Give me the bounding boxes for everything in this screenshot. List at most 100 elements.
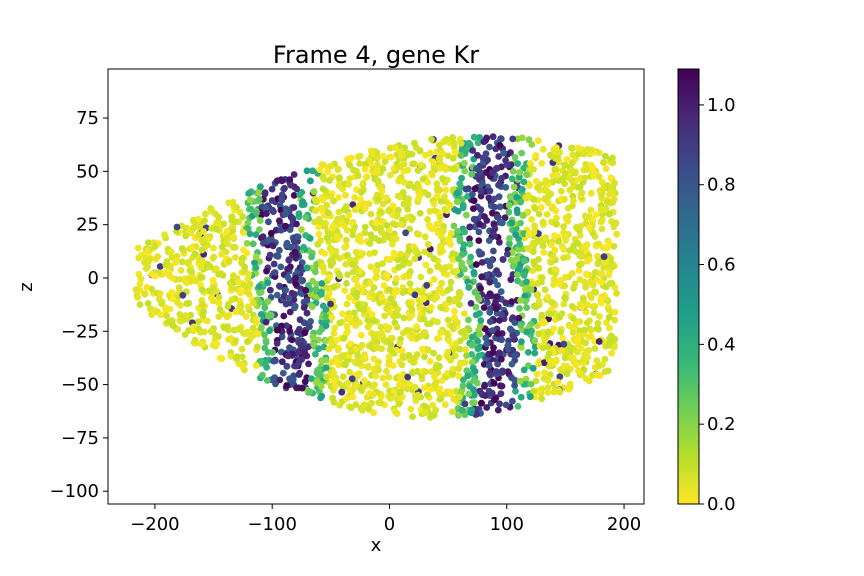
data-point (322, 373, 330, 381)
data-point (367, 263, 375, 271)
data-point (255, 196, 263, 203)
data-point (515, 245, 523, 253)
data-point (538, 274, 546, 281)
data-point (328, 339, 335, 347)
data-point (367, 279, 374, 287)
data-point (540, 249, 548, 256)
data-point (526, 182, 533, 190)
data-point (286, 344, 293, 352)
data-point (497, 135, 505, 143)
data-point (561, 294, 568, 302)
data-point (327, 300, 334, 308)
data-point (257, 311, 265, 318)
data-point (257, 288, 265, 296)
data-point (561, 362, 568, 370)
data-point (583, 165, 591, 173)
data-point (382, 194, 390, 202)
data-point (484, 299, 491, 306)
data-point (342, 203, 350, 210)
data-point (511, 154, 519, 161)
data-point (437, 328, 445, 336)
data-point (342, 395, 350, 403)
data-point (282, 286, 290, 294)
data-point (255, 283, 263, 290)
data-point (132, 286, 140, 293)
data-point (508, 360, 516, 368)
data-point (563, 156, 571, 163)
data-point (548, 241, 555, 249)
data-point (161, 304, 169, 311)
data-point (476, 331, 484, 338)
data-point (228, 213, 235, 221)
data-point (348, 219, 356, 227)
data-point (587, 294, 595, 302)
data-point (502, 299, 510, 307)
data-point (295, 371, 303, 378)
data-point (238, 259, 245, 267)
data-point (285, 294, 293, 302)
data-point (475, 352, 483, 359)
data-point (492, 305, 500, 312)
data-point (570, 197, 577, 205)
data-point (283, 241, 290, 249)
data-point (134, 244, 142, 252)
data-point (195, 221, 203, 229)
data-point (426, 358, 434, 365)
data-point (232, 308, 240, 316)
data-point (301, 329, 309, 337)
data-point (427, 224, 434, 232)
data-point (145, 239, 152, 247)
data-point (268, 197, 276, 204)
data-point (377, 323, 385, 331)
data-point (318, 161, 326, 169)
data-point (453, 267, 461, 275)
data-point (286, 375, 293, 383)
data-point (605, 271, 613, 279)
data-point (547, 357, 555, 365)
data-point (330, 330, 338, 337)
data-point (542, 234, 550, 242)
data-point (282, 210, 289, 218)
data-point (358, 406, 366, 414)
data-point (331, 324, 339, 332)
data-point (593, 276, 601, 284)
data-point (241, 330, 249, 338)
data-point (475, 237, 483, 245)
data-point (378, 187, 386, 195)
y-tick-label: −50 (61, 375, 99, 396)
data-point (411, 384, 419, 391)
data-point (470, 268, 478, 276)
data-point (284, 274, 292, 281)
data-point (590, 309, 598, 316)
data-point (313, 379, 320, 386)
data-point (463, 211, 470, 219)
data-point (428, 169, 435, 177)
data-point (278, 358, 286, 366)
data-point (513, 206, 521, 214)
data-point (572, 223, 580, 231)
data-point (271, 374, 278, 381)
data-point (379, 200, 387, 208)
data-point (436, 244, 444, 251)
data-point (370, 409, 377, 417)
data-point (432, 364, 440, 372)
data-point (385, 324, 393, 332)
data-point (291, 304, 298, 312)
data-point (436, 248, 444, 256)
data-point (441, 301, 449, 308)
data-point (348, 375, 356, 383)
data-point (532, 377, 540, 385)
data-point (466, 240, 474, 248)
data-point (197, 274, 205, 282)
data-point (498, 382, 506, 390)
data-point (208, 207, 216, 215)
data-point (445, 354, 452, 362)
data-point (613, 289, 620, 297)
data-point (539, 344, 547, 352)
data-point (256, 299, 264, 306)
data-point (338, 388, 346, 396)
data-point (544, 293, 552, 301)
data-point (560, 223, 567, 231)
data-point (210, 284, 217, 292)
data-point (335, 165, 342, 173)
